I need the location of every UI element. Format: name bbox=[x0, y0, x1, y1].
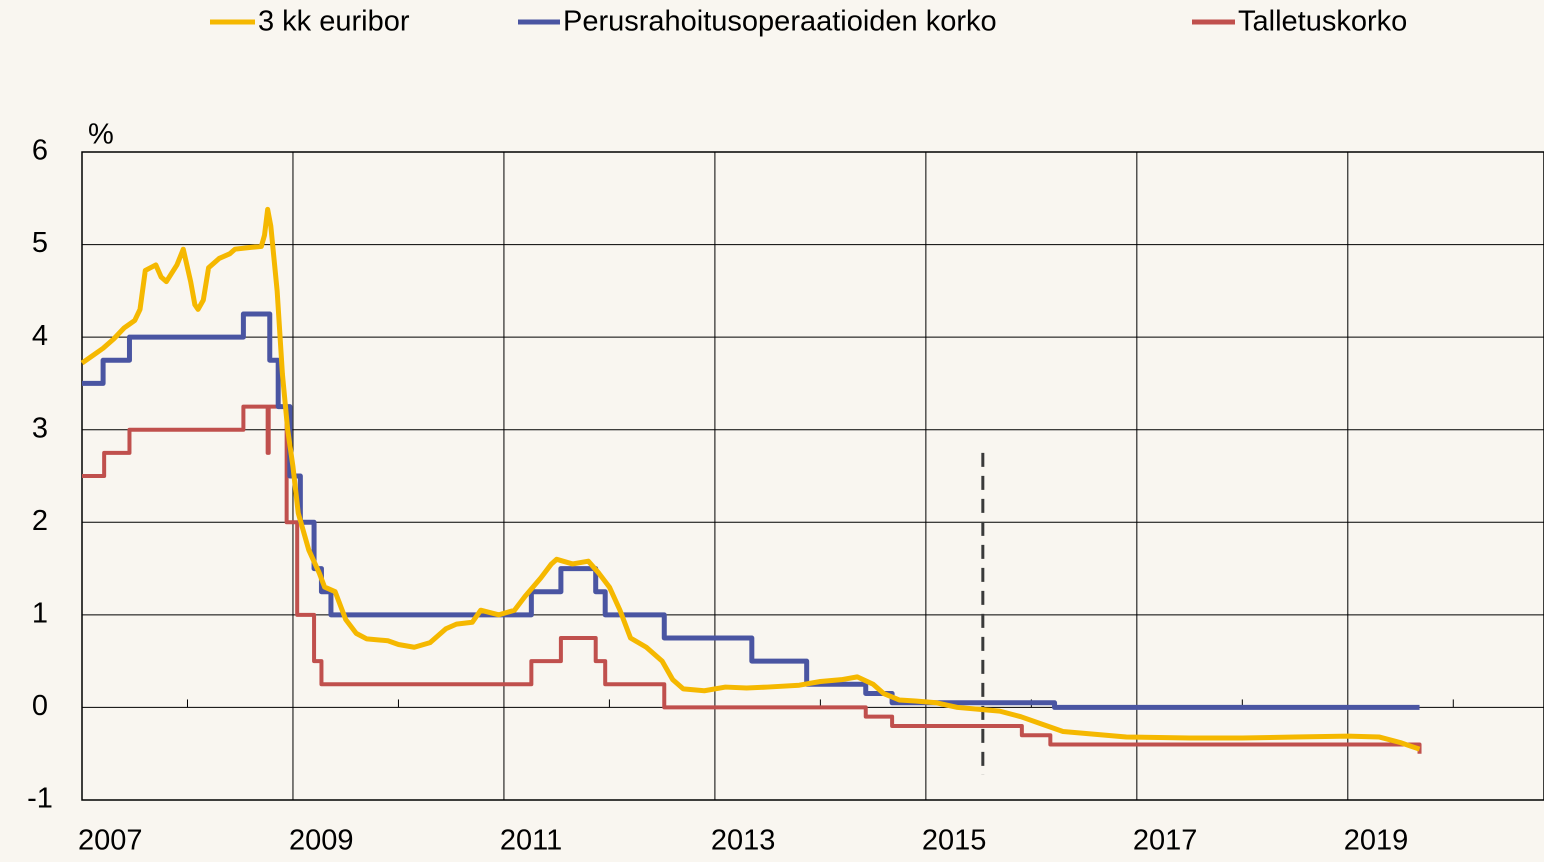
x-tick-label: 2017 bbox=[1133, 825, 1198, 857]
y-tick-label: 1 bbox=[32, 598, 48, 630]
x-tick-label: 2013 bbox=[711, 825, 776, 857]
legend-label: 3 kk euribor bbox=[258, 6, 410, 38]
x-tick-label: 2007 bbox=[78, 825, 143, 857]
y-tick-label: 0 bbox=[32, 690, 48, 722]
y-tick-label: 2 bbox=[32, 505, 48, 537]
y-tick-label: 4 bbox=[32, 320, 48, 352]
series-line bbox=[82, 404, 1422, 754]
x-tick-label: 2015 bbox=[922, 825, 987, 857]
y-tick-label: 3 bbox=[32, 412, 48, 444]
y-axis-unit: % bbox=[88, 119, 114, 151]
legend-label: Perusrahoitusoperaatioiden korko bbox=[563, 6, 997, 38]
y-tick-label: 5 bbox=[32, 227, 48, 259]
legend-label: Talletuskorko bbox=[1238, 6, 1407, 38]
series-line bbox=[80, 206, 1421, 752]
x-tick-label: 2009 bbox=[289, 825, 354, 857]
x-tick-label: 2019 bbox=[1344, 825, 1409, 857]
y-tick-label: 6 bbox=[32, 135, 48, 167]
y-tick-label: -1 bbox=[27, 783, 53, 815]
x-tick-label: 2011 bbox=[500, 825, 562, 857]
